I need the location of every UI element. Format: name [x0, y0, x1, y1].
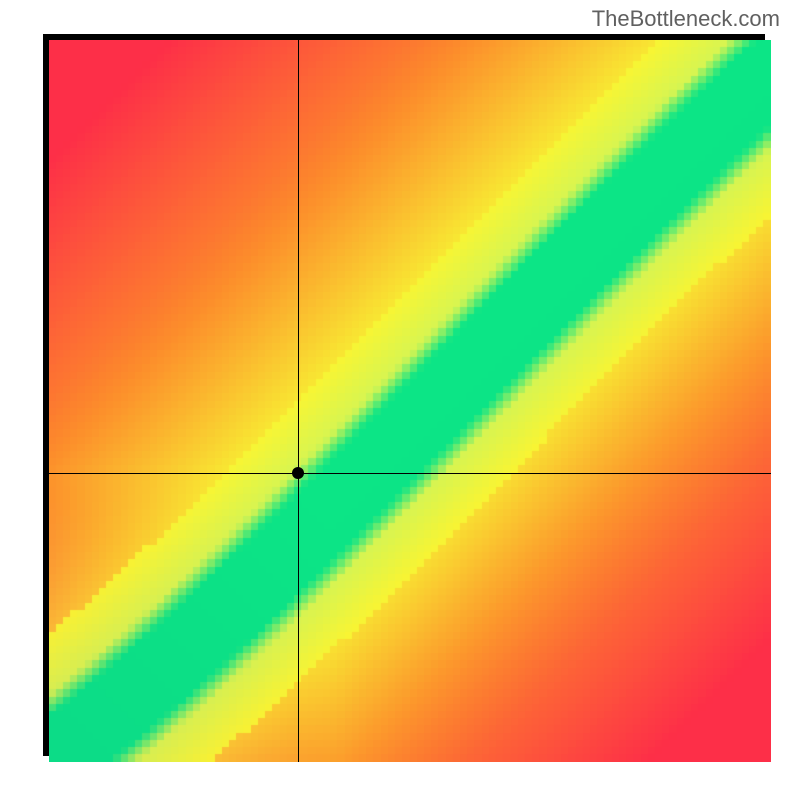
- crosshair-horizontal: [49, 473, 771, 474]
- heatmap-canvas: [49, 40, 771, 762]
- crosshair-vertical: [298, 40, 299, 762]
- plot-frame: [43, 34, 765, 756]
- watermark-text: TheBottleneck.com: [592, 6, 780, 32]
- crosshair-marker: [292, 467, 304, 479]
- root-container: TheBottleneck.com: [0, 0, 800, 800]
